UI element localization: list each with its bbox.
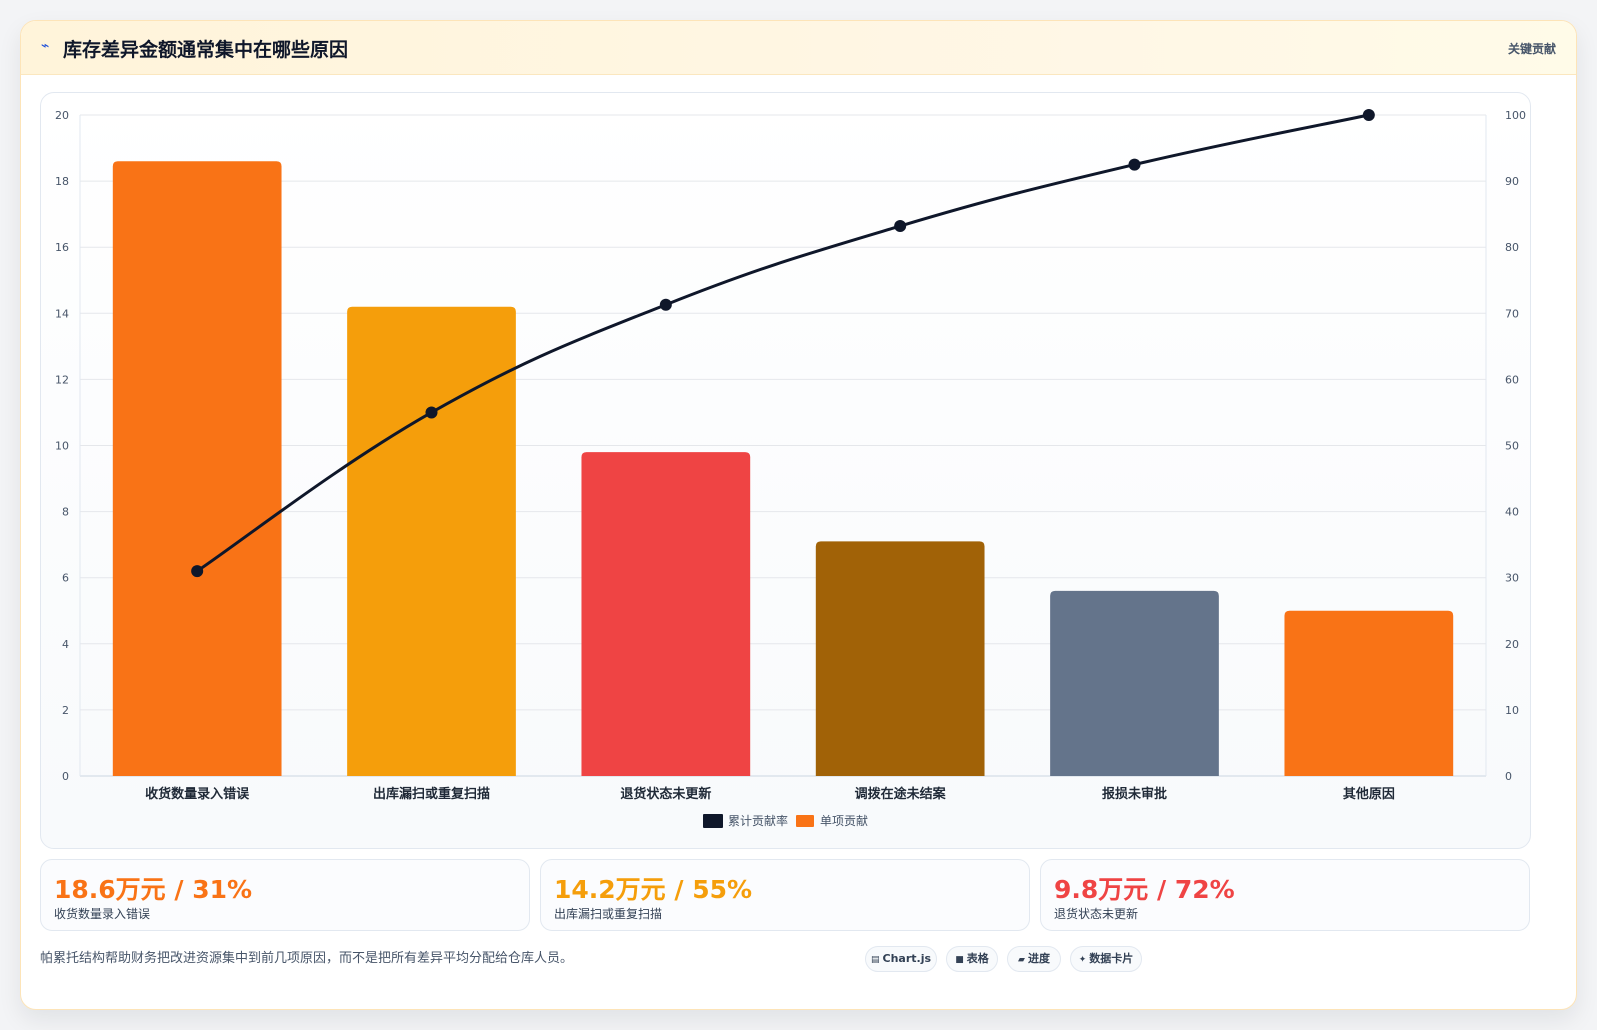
y-right-tick-label: 50 — [1505, 440, 1519, 453]
y-right-tick-label: 80 — [1505, 241, 1519, 254]
bar — [581, 452, 751, 776]
y-left-tick-label: 18 — [55, 175, 69, 188]
cumulative-point — [1362, 109, 1375, 121]
cumulative-point — [425, 406, 438, 419]
legend-swatch — [796, 815, 814, 827]
y-left-tick-label: 12 — [55, 373, 69, 386]
category-label: 收货数量录入错误 — [145, 786, 250, 802]
cumulative-point — [1128, 158, 1141, 171]
pill-table[interactable]: ■ 表格 — [946, 946, 998, 972]
cumulative-point — [191, 565, 204, 578]
pill-label: 数据卡片 — [1089, 952, 1134, 965]
legend-swatch — [703, 814, 723, 828]
category-label: 出库漏扫或重复扫描 — [373, 786, 490, 802]
y-right-tick-label: 60 — [1505, 373, 1519, 386]
stat-card: 9.8万元 / 72% 退货状态未更新 — [1040, 859, 1530, 931]
bar — [112, 161, 282, 776]
y-right-tick-label: 10 — [1505, 704, 1519, 717]
stat-label: 收货数量录入错误 — [54, 907, 151, 921]
legend-label: 累计贡献率 — [728, 813, 788, 828]
cumulative-line — [195, 113, 1371, 573]
pill-label: Chart.js — [882, 952, 932, 965]
y-right-tick-label: 30 — [1505, 572, 1519, 585]
pareto-chart: 0 2 4 6 8 10 12 14 16 18 20 0 10 20 30 40 50 60 70 80 90 100 收… — [55, 109, 1526, 828]
y-left-tick-label: 16 — [55, 241, 69, 254]
stat-value: 9.8万元 / 72% — [1054, 875, 1235, 904]
cumulative-point — [659, 298, 672, 311]
y-left-tick-label: 8 — [62, 506, 69, 519]
stat-label: 退货状态未更新 — [1054, 907, 1139, 921]
pill-data-card[interactable]: ✦ 数据卡片 — [1070, 946, 1142, 972]
data-card-icon: ✦ — [1078, 955, 1087, 965]
y-right-tick-label: 0 — [1505, 770, 1512, 783]
bar — [347, 306, 516, 776]
bar — [815, 541, 985, 776]
chart-panel: 0 2 4 6 8 10 12 14 16 18 20 0 10 20 30 40 50 60 70 80 90 100 收… — [40, 92, 1531, 849]
stat-value: 18.6万元 / 31% — [54, 875, 253, 904]
y-left-tick-label: 14 — [55, 307, 69, 320]
key-contribution-tag: 关键贡献 — [1507, 42, 1556, 56]
stat-cards: 18.6万元 / 31% 收货数量录入错误 14.2万元 / 55% 出库漏扫或… — [40, 859, 1531, 931]
y-left-tick-label: 2 — [62, 704, 69, 717]
chart-icon: ▤ — [870, 955, 880, 965]
y-right-tick-label: 40 — [1505, 506, 1519, 519]
y-right-tick-label: 90 — [1505, 175, 1519, 188]
stat-card: 14.2万元 / 55% 出库漏扫或重复扫描 — [540, 859, 1030, 931]
pill-label: 表格 — [966, 952, 989, 965]
page-title: 库存差异金额通常集中在哪些原因 — [63, 39, 349, 61]
card-header: ⌁ 库存差异金额通常集中在哪些原因 关键贡献 — [21, 21, 1576, 75]
pill-progress[interactable]: ▰ 进度 — [1007, 946, 1061, 972]
stat-label: 出库漏扫或重复扫描 — [554, 907, 663, 921]
cumulative-point — [894, 220, 907, 233]
y-left-tick-label: 20 — [55, 109, 69, 122]
pill-chartjs[interactable]: ▤ Chart.js — [865, 946, 937, 972]
y-left-tick-label: 6 — [62, 572, 69, 585]
legend-label: 单项贡献 — [820, 813, 868, 828]
y-left-tick-label: 10 — [55, 440, 69, 453]
bar — [1050, 590, 1219, 776]
bar — [1284, 610, 1454, 776]
y-left-tick-label: 4 — [62, 638, 69, 651]
category-label: 退货状态未更新 — [620, 786, 711, 802]
stat-card: 18.6万元 / 31% 收货数量录入错误 — [40, 859, 530, 931]
pill-label: 进度 — [1027, 952, 1050, 965]
category-label: 报损未审批 — [1102, 786, 1167, 802]
progress-icon: ▰ — [1018, 955, 1025, 965]
y-right-tick-label: 70 — [1505, 307, 1519, 320]
lightning-icon: ⌁ — [41, 38, 50, 54]
y-right-tick-label: 20 — [1505, 638, 1519, 651]
y-left-tick-label: 0 — [62, 770, 69, 783]
table-icon: ■ — [955, 955, 964, 965]
chart-card: ⌁ 库存差异金额通常集中在哪些原因 关键贡献 0 2 4 6 8 10 12 14 16 18 20… — [20, 20, 1577, 1010]
category-label: 其他原因 — [1343, 786, 1395, 802]
footnote: 帕累托结构帮助财务把改进资源集中到前几项原因，而不是把所有差异平均分配给仓库人员… — [40, 951, 574, 966]
y-right-tick-label: 100 — [1505, 109, 1526, 122]
category-label: 调拨在途未结案 — [855, 786, 947, 802]
stat-value: 14.2万元 / 55% — [554, 875, 753, 904]
